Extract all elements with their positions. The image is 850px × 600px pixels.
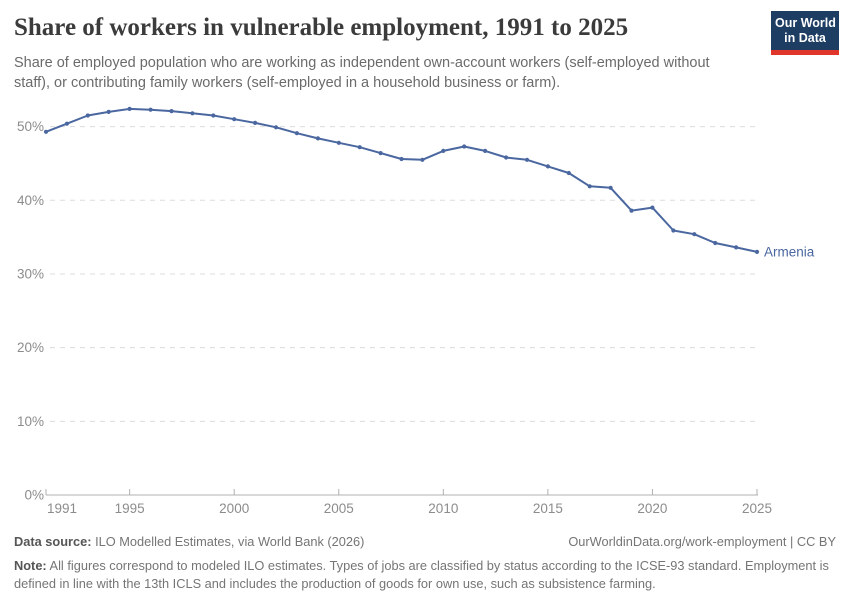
y-tick-label: 20% xyxy=(17,340,44,355)
data-point[interactable] xyxy=(64,121,69,126)
series-line-armenia[interactable] xyxy=(45,107,758,253)
data-point[interactable] xyxy=(692,232,697,237)
data-point[interactable] xyxy=(483,148,488,153)
x-tick-label: 2020 xyxy=(637,501,667,516)
chart-note: Note: All figures correspond to modeled … xyxy=(14,557,836,594)
x-tick-label: 1991 xyxy=(47,501,77,516)
chart-subtitle: Share of employed population who are wor… xyxy=(14,55,710,91)
note-label: Note: xyxy=(14,557,47,573)
data-point[interactable] xyxy=(608,185,613,190)
data-point[interactable] xyxy=(629,208,634,213)
data-point[interactable] xyxy=(148,107,153,112)
owid-logo[interactable]: Our World in Data xyxy=(771,11,839,55)
data-point[interactable] xyxy=(671,228,676,233)
x-tick-label: 2010 xyxy=(428,501,458,516)
data-point[interactable] xyxy=(211,113,216,118)
data-point[interactable] xyxy=(462,144,467,149)
y-tick-label: 50% xyxy=(17,119,44,134)
x-tick-label: 2000 xyxy=(219,501,249,516)
data-source-label: Data source: xyxy=(14,534,92,549)
series-end-label[interactable]: Armenia xyxy=(764,244,815,259)
data-point[interactable] xyxy=(420,157,425,162)
data-point[interactable] xyxy=(127,106,132,111)
data-point[interactable] xyxy=(169,109,174,114)
data-source-text: ILO Modelled Estimates, via World Bank (… xyxy=(91,534,365,549)
data-point[interactable] xyxy=(294,131,299,136)
chart-footer: Data source: ILO Modelled Estimates, via… xyxy=(14,533,836,594)
data-point[interactable] xyxy=(566,170,571,176)
y-tick-label: 10% xyxy=(17,414,44,429)
data-point[interactable] xyxy=(85,113,90,118)
y-tick-label: 40% xyxy=(17,193,44,208)
data-point[interactable] xyxy=(587,184,592,189)
data-point[interactable] xyxy=(336,140,341,145)
data-point[interactable] xyxy=(106,109,111,114)
data-point[interactable] xyxy=(43,129,49,134)
y-tick-label: 30% xyxy=(17,266,44,281)
page-title: Share of workers in vulnerable employmen… xyxy=(14,14,629,41)
data-point[interactable] xyxy=(232,117,237,122)
data-point[interactable] xyxy=(734,245,739,250)
owid-logo-line2: in Data xyxy=(784,31,826,45)
data-point[interactable] xyxy=(545,164,551,169)
owid-cc-link[interactable]: OurWorldinData.org/work-employment | CC … xyxy=(568,534,836,549)
x-tick-label: 2005 xyxy=(324,501,354,516)
data-point[interactable] xyxy=(524,157,530,162)
data-point[interactable] xyxy=(253,120,258,125)
data-point[interactable] xyxy=(713,240,718,246)
x-tick-label: 2015 xyxy=(533,501,563,516)
data-source-line: Data source: ILO Modelled Estimates, via… xyxy=(14,533,364,552)
data-point[interactable] xyxy=(273,125,279,130)
y-tick-label: 0% xyxy=(24,488,44,503)
data-point[interactable] xyxy=(650,205,655,210)
data-point[interactable] xyxy=(190,111,195,116)
data-point[interactable] xyxy=(441,148,446,153)
line-chart-canvas[interactable]: 0% 10% 20% 30% 40% 50% 1991 1995 2000 2005 2010 201… xyxy=(0,95,850,530)
data-point[interactable] xyxy=(754,249,760,254)
data-point[interactable] xyxy=(378,151,383,156)
data-point[interactable] xyxy=(504,155,509,160)
note-text: All figures correspond to modeled ILO es… xyxy=(14,557,829,592)
data-point[interactable] xyxy=(315,136,320,141)
x-tick-label: 1995 xyxy=(115,501,145,516)
data-point[interactable] xyxy=(357,145,362,150)
x-tick-label: 2025 xyxy=(742,501,772,516)
owid-logo-line1: Our World xyxy=(775,16,836,30)
data-point[interactable] xyxy=(399,156,404,162)
